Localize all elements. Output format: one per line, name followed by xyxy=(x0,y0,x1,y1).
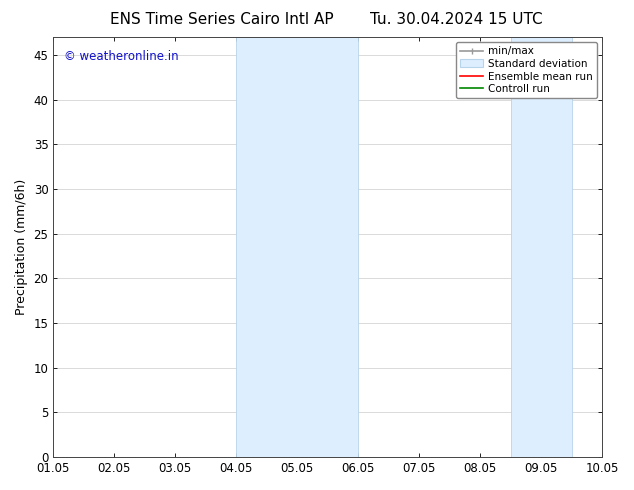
Legend: min/max, Standard deviation, Ensemble mean run, Controll run: min/max, Standard deviation, Ensemble me… xyxy=(456,42,597,98)
Text: ENS Time Series Cairo Intl AP: ENS Time Series Cairo Intl AP xyxy=(110,12,333,27)
Bar xyxy=(236,37,358,457)
Bar xyxy=(511,37,572,457)
Text: Tu. 30.04.2024 15 UTC: Tu. 30.04.2024 15 UTC xyxy=(370,12,543,27)
Text: © weatheronline.in: © weatheronline.in xyxy=(64,49,179,63)
Y-axis label: Precipitation (mm/6h): Precipitation (mm/6h) xyxy=(15,179,28,315)
